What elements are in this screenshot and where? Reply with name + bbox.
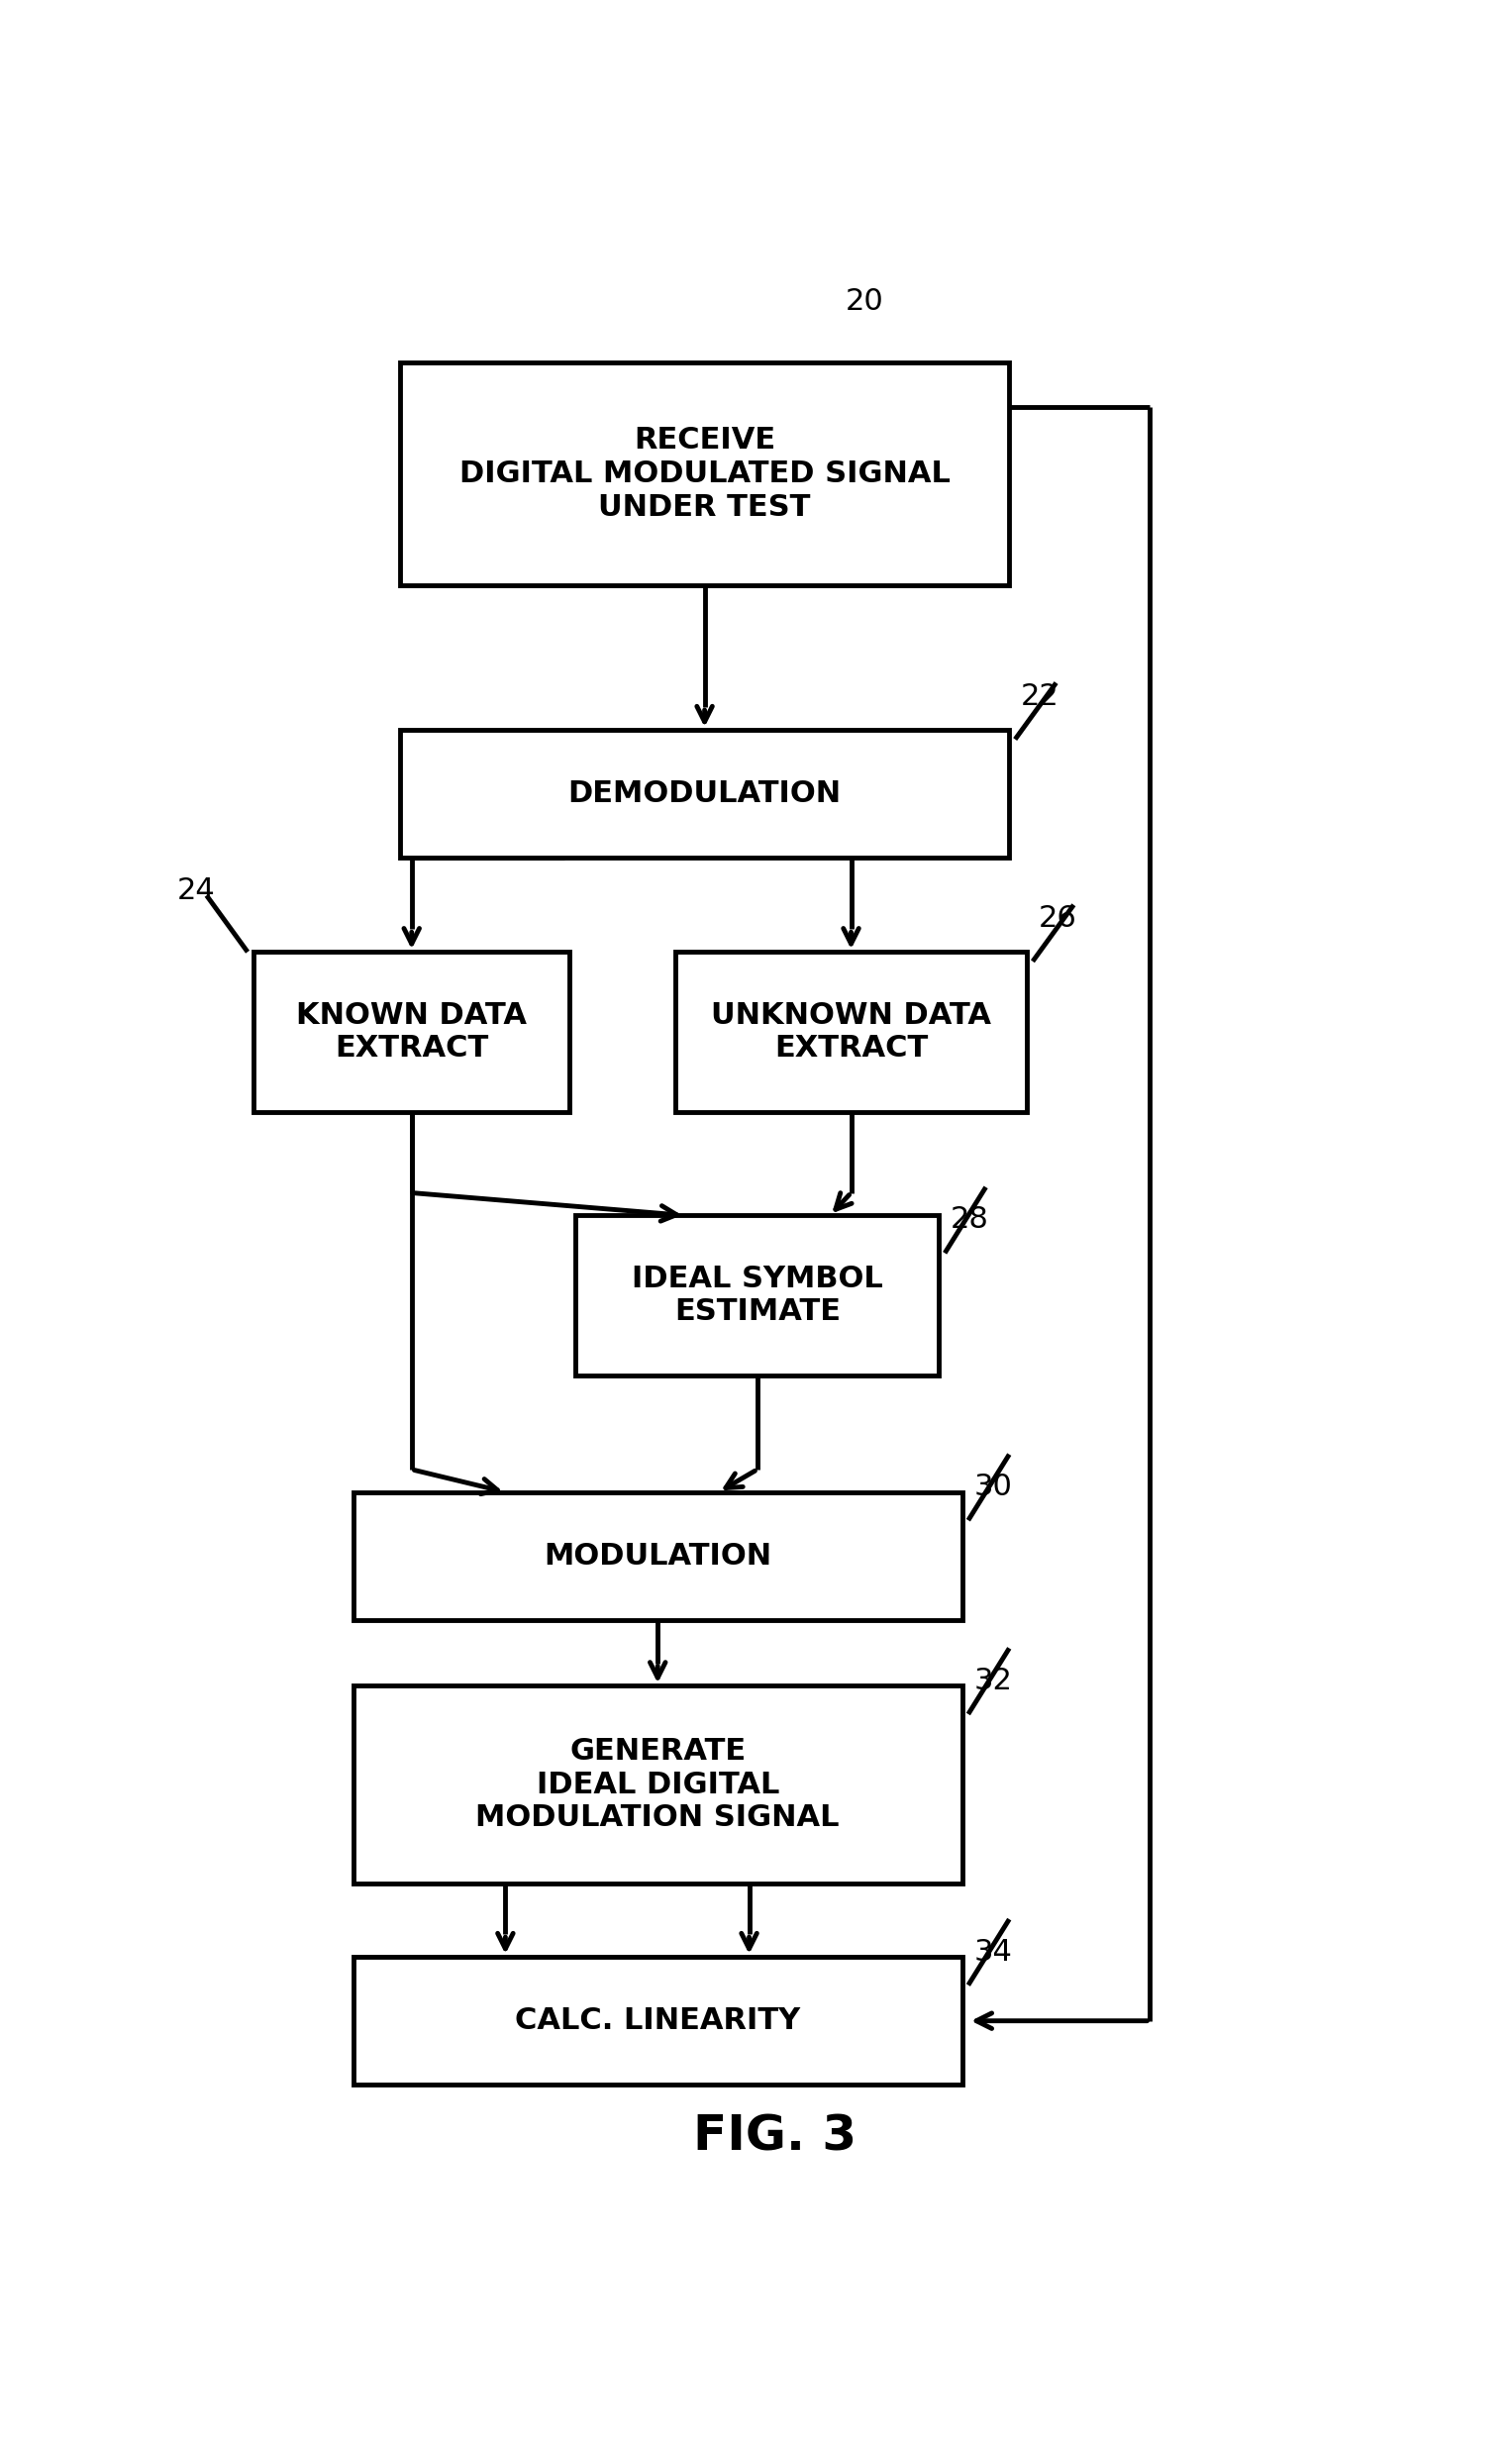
Text: GENERATE
IDEAL DIGITAL
MODULATION SIGNAL: GENERATE IDEAL DIGITAL MODULATION SIGNAL	[476, 1738, 839, 1833]
Text: CALC. LINEARITY: CALC. LINEARITY	[516, 2007, 800, 2036]
Text: 22: 22	[1021, 682, 1060, 711]
Text: 28: 28	[951, 1205, 989, 1234]
Text: UNKNOWN DATA
EXTRACT: UNKNOWN DATA EXTRACT	[711, 1002, 992, 1063]
FancyBboxPatch shape	[399, 362, 1010, 584]
FancyBboxPatch shape	[354, 1686, 963, 1884]
Text: KNOWN DATA
EXTRACT: KNOWN DATA EXTRACT	[296, 1002, 528, 1063]
Text: IDEAL SYMBOL
ESTIMATE: IDEAL SYMBOL ESTIMATE	[632, 1264, 883, 1327]
Text: DEMODULATION: DEMODULATION	[569, 780, 841, 809]
Text: 30: 30	[974, 1474, 1013, 1501]
FancyBboxPatch shape	[254, 953, 570, 1112]
FancyBboxPatch shape	[354, 1958, 963, 2085]
Text: 20: 20	[845, 286, 883, 315]
Text: FIG. 3: FIG. 3	[692, 2112, 857, 2160]
Text: RECEIVE
DIGITAL MODULATED SIGNAL
UNDER TEST: RECEIVE DIGITAL MODULATED SIGNAL UNDER T…	[460, 425, 950, 521]
Text: 34: 34	[974, 1938, 1013, 1967]
FancyBboxPatch shape	[354, 1491, 963, 1620]
Text: MODULATION: MODULATION	[544, 1542, 771, 1571]
Text: 32: 32	[974, 1667, 1013, 1696]
FancyBboxPatch shape	[576, 1215, 939, 1376]
Text: 26: 26	[1039, 904, 1077, 934]
FancyBboxPatch shape	[399, 731, 1010, 858]
Text: 24: 24	[177, 875, 216, 904]
FancyBboxPatch shape	[676, 953, 1027, 1112]
